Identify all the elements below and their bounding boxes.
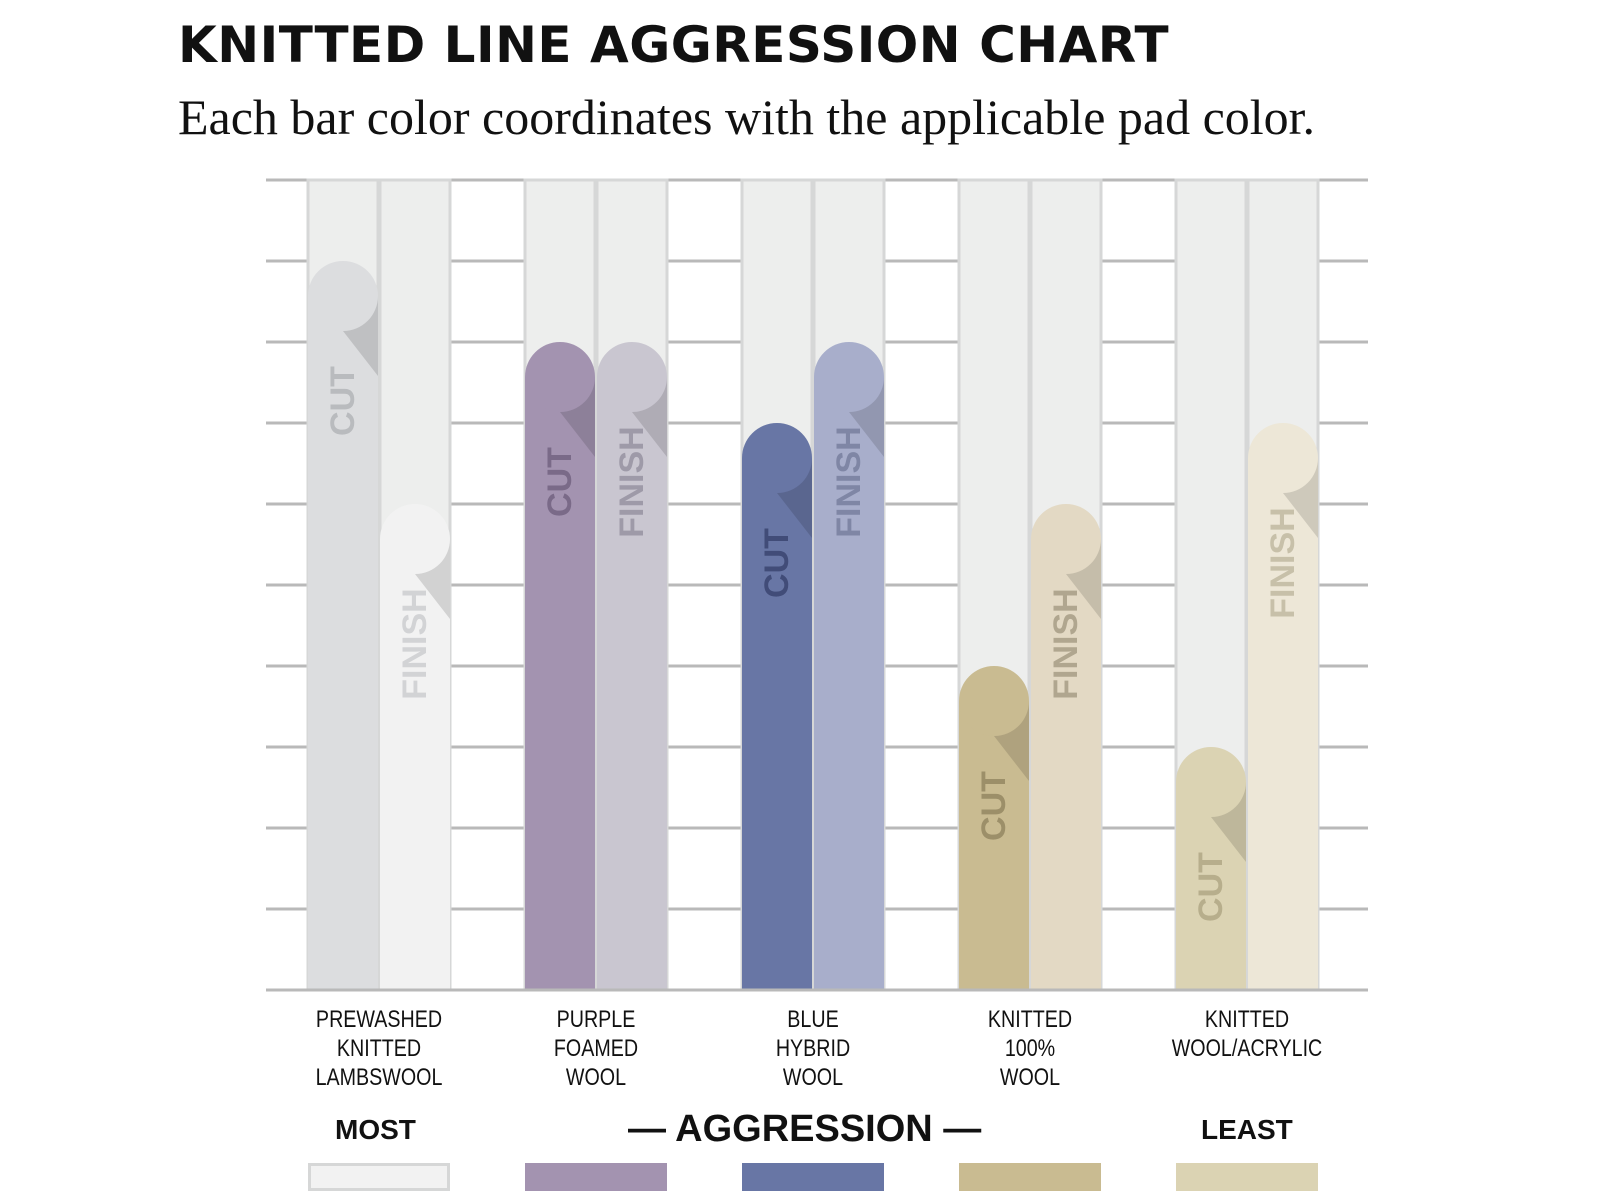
bar-cap xyxy=(742,423,812,493)
pad-color-swatch xyxy=(1176,1163,1318,1191)
bar-label-cut: CUT xyxy=(541,447,579,517)
category-label-line: BLUE xyxy=(787,1006,839,1033)
category-label-line: WOOL/ACRYLIC xyxy=(1171,1035,1323,1062)
category-label: KNITTED 100% WOOL xyxy=(952,1005,1108,1092)
category-label: PREWASHED KNITTED LAMBSWOOL xyxy=(301,1005,457,1092)
bar-cap xyxy=(959,666,1029,736)
pad-color-swatch xyxy=(525,1163,667,1191)
bar-label-finish: FINISH xyxy=(1047,588,1085,699)
category-label: BLUE HYBRID WOOL xyxy=(735,1005,891,1092)
bar-finish xyxy=(380,539,450,990)
bar-finish xyxy=(1031,539,1101,990)
bar-cut xyxy=(742,458,812,990)
bar-finish xyxy=(814,377,884,990)
bar-cap xyxy=(1176,747,1246,817)
category-label: KNITTED WOOL/ACRYLIC xyxy=(1169,1005,1325,1063)
category-label-line: WOOL xyxy=(565,1064,627,1091)
bar-cap xyxy=(525,342,595,412)
category-label-line: PURPLE xyxy=(556,1006,636,1033)
chart-subtitle: Each bar color coordinates with the appl… xyxy=(178,89,1316,145)
category-label-line: KNITTED xyxy=(1204,1006,1290,1033)
bar-cap xyxy=(597,342,667,412)
bar-finish xyxy=(1248,458,1318,990)
bar-label-finish: FINISH xyxy=(1264,507,1302,618)
bar-cap xyxy=(380,504,450,574)
category-label-line: PREWASHED xyxy=(315,1006,443,1033)
bar-finish xyxy=(597,377,667,990)
pad-color-swatch xyxy=(959,1163,1101,1191)
bar-label-cut: CUT xyxy=(324,366,362,436)
bar-cap xyxy=(814,342,884,412)
bar-cut xyxy=(308,296,378,990)
bar-label-cut: CUT xyxy=(758,528,796,598)
category-label-line: WOOL xyxy=(999,1064,1061,1091)
category-label-line: WOOL xyxy=(782,1064,844,1091)
pad-color-swatch xyxy=(308,1163,450,1191)
category-label-line: KNITTED xyxy=(987,1006,1073,1033)
bar-label-finish: FINISH xyxy=(613,426,651,537)
pad-color-swatch xyxy=(742,1163,884,1191)
bar-cap xyxy=(1031,504,1101,574)
bar-label-finish: FINISH xyxy=(830,426,868,537)
category-label-line: FOAMED xyxy=(553,1035,639,1062)
category-label-line: 100% xyxy=(1004,1035,1056,1062)
bar-label-cut: CUT xyxy=(975,771,1013,841)
category-label-line: HYBRID xyxy=(775,1035,851,1062)
legend-most-label: MOST xyxy=(335,1114,416,1145)
legend-least-label: LEAST xyxy=(1201,1114,1293,1145)
category-label-line: LAMBSWOOL xyxy=(315,1064,443,1091)
bar-cut xyxy=(525,377,595,990)
bar-cap xyxy=(1248,423,1318,493)
bar-cut xyxy=(959,701,1029,990)
aggression-axis-label: — AGGRESSION — xyxy=(628,1108,982,1150)
bar-label-cut: CUT xyxy=(1192,852,1230,922)
bar-cap xyxy=(308,261,378,331)
category-label-line: KNITTED xyxy=(336,1035,422,1062)
category-label: PURPLE FOAMED WOOL xyxy=(518,1005,674,1092)
bar-label-finish: FINISH xyxy=(396,588,434,699)
chart-title: KNITTED LINE AGGRESSION CHART xyxy=(178,16,1170,74)
